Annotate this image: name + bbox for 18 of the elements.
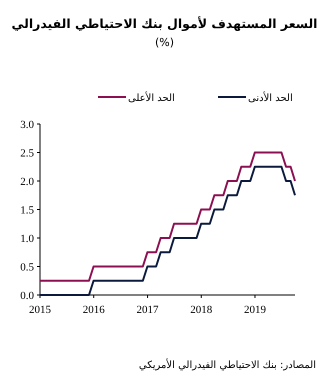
y-tick-label: 1.0 bbox=[20, 233, 34, 245]
x-tick-label: 2018 bbox=[190, 304, 213, 316]
legend-label: الحد الأعلى bbox=[128, 91, 175, 104]
y-tick-label: 1.5 bbox=[20, 204, 34, 216]
chart-title: السعر المستهدف لأموال بنك الاحتياطي الفيدرالي bbox=[12, 16, 318, 32]
line-series bbox=[39, 152, 296, 282]
y-tick-label: 2.5 bbox=[20, 148, 34, 160]
y-tick-label: 3.0 bbox=[20, 119, 34, 131]
x-tick-label: 2017 bbox=[136, 304, 160, 316]
x-tick-label: 2019 bbox=[244, 304, 266, 316]
x-tick-label: 2016 bbox=[82, 304, 106, 316]
x-tick-label: 2015 bbox=[29, 304, 52, 316]
chart-subtitle: (%) bbox=[154, 36, 174, 49]
legend-label: الحد الأدنى bbox=[248, 91, 293, 104]
y-tick-label: 0.5 bbox=[20, 262, 34, 274]
y-tick-label: 0.0 bbox=[20, 290, 34, 302]
text: المصادر: بنك الاحتياطي الفيدرالي الأمريكي bbox=[138, 358, 316, 371]
y-tick-label: 2.0 bbox=[20, 176, 34, 188]
